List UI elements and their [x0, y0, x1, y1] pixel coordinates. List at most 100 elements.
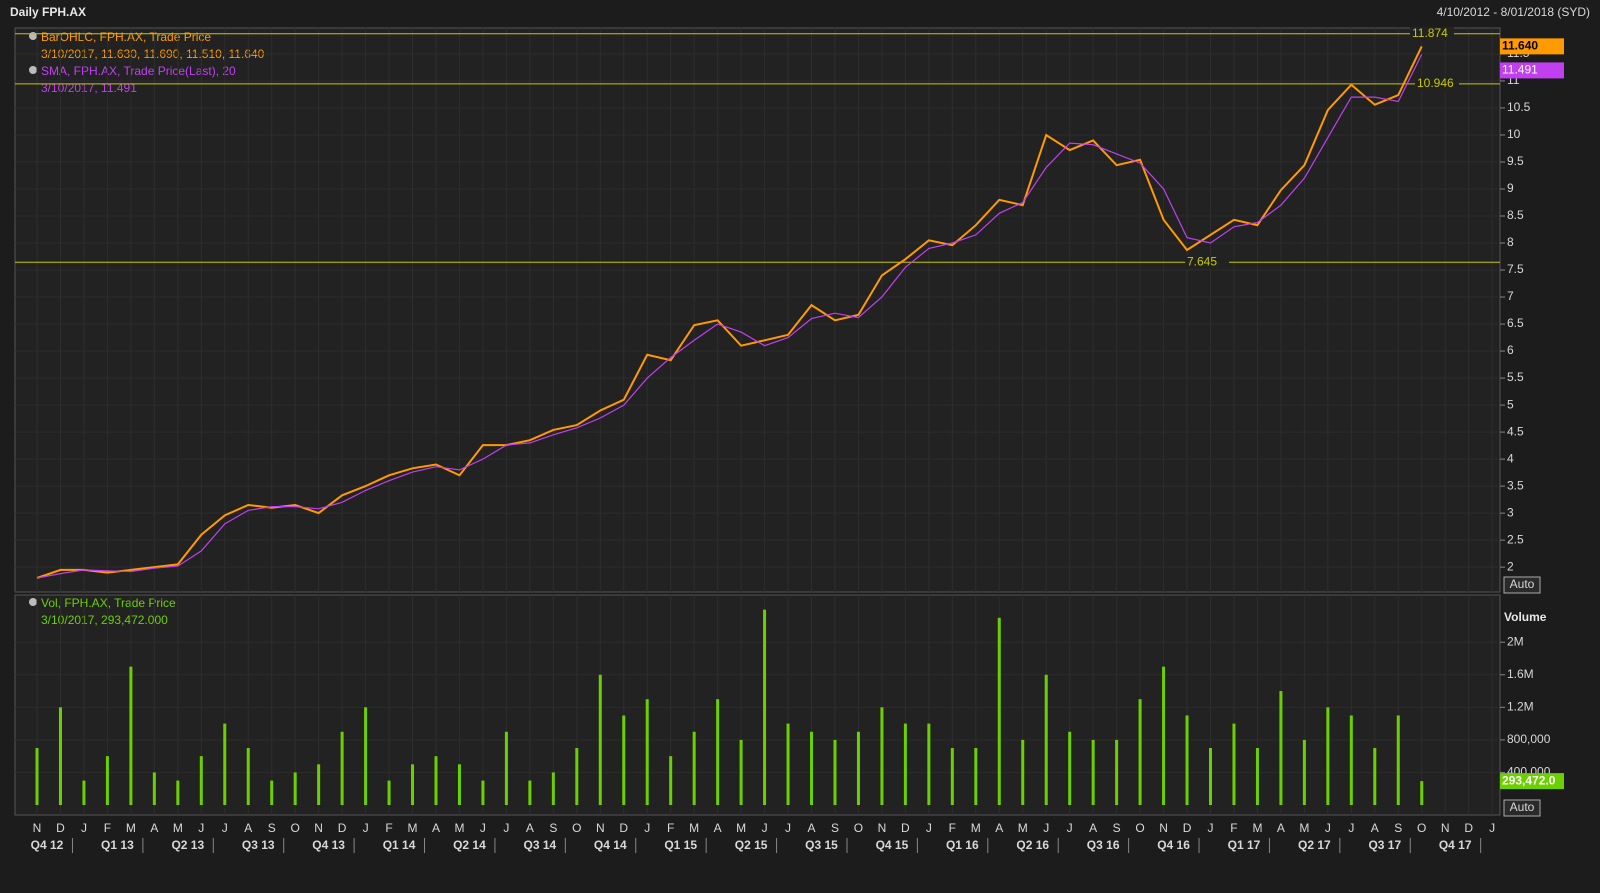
volume-bar	[1420, 781, 1424, 805]
x-tick-label: N	[878, 821, 887, 835]
y-tick-label: 3	[1507, 505, 1514, 519]
legend-entry: Vol, FPH.AX, Trade Price	[41, 596, 176, 610]
chart-title: Daily FPH.AX	[10, 5, 86, 19]
x-tick-label: D	[56, 821, 65, 835]
volume-bar	[340, 731, 344, 805]
x-tick-label: M	[1299, 821, 1309, 835]
scale-button-label[interactable]: Auto	[1510, 577, 1535, 591]
x-tick-label: J	[222, 821, 228, 835]
y-tick-label: 9.5	[1507, 154, 1524, 168]
volume-bar	[810, 731, 814, 805]
volume-bar	[105, 756, 109, 805]
quarter-label: Q3 15	[805, 838, 838, 852]
x-tick-label: J	[480, 821, 486, 835]
reference-label-bg	[1185, 255, 1229, 270]
x-tick-label: J	[198, 821, 204, 835]
x-tick-label: A	[526, 821, 534, 835]
quarter-label: Q3 13	[242, 838, 275, 852]
volume-bar	[1185, 715, 1189, 805]
y-tick-label: 2M	[1507, 634, 1524, 648]
price-panel	[14, 27, 1501, 593]
legend-icon	[29, 598, 37, 606]
volume-bar	[1255, 748, 1259, 805]
price-line	[36, 54, 1423, 579]
x-tick-label: M	[454, 821, 464, 835]
volume-bar	[880, 707, 884, 805]
scale-button[interactable]	[1503, 799, 1541, 817]
volume-bar	[1232, 723, 1236, 805]
volume-bar	[129, 666, 133, 805]
x-tick-label: S	[268, 821, 276, 835]
quarter-label: Q2 16	[1016, 838, 1049, 852]
y-tick-label: 1.6M	[1507, 667, 1534, 681]
value-badge-label: 11.640	[1502, 39, 1538, 53]
x-tick-label: J	[1043, 821, 1049, 835]
volume-bar	[504, 731, 508, 805]
legend-info: 3/10/2017, 293,472.000	[41, 613, 168, 627]
volume-bar	[716, 699, 720, 805]
y-tick-label: 3.5	[1507, 478, 1524, 492]
x-tick-label: S	[831, 821, 839, 835]
x-tick-label: J	[363, 821, 369, 835]
volume-bar	[833, 739, 837, 805]
x-tick-label: M	[126, 821, 136, 835]
x-tick-label: F	[1230, 821, 1237, 835]
quarter-label: Q2 14	[453, 838, 486, 852]
x-tick-label: J	[926, 821, 932, 835]
quarter-label: Q3 14	[524, 838, 557, 852]
x-tick-label: N	[314, 821, 323, 835]
y-tick-label: 5.5	[1507, 370, 1524, 384]
quarter-label: Q4 14	[594, 838, 627, 852]
volume-bar	[598, 674, 602, 805]
x-tick-label: F	[385, 821, 392, 835]
volume-bar	[763, 609, 767, 805]
volume-bar	[1162, 666, 1166, 805]
y-tick-label: 6.5	[1507, 316, 1524, 330]
x-tick-label: D	[1464, 821, 1473, 835]
x-tick-label: N	[1159, 821, 1168, 835]
volume-bar	[270, 780, 274, 805]
scale-button[interactable]	[1503, 576, 1541, 594]
quarter-label: Q4 17	[1439, 838, 1472, 852]
volume-bar	[246, 748, 250, 805]
x-tick-label: S	[1394, 821, 1402, 835]
volume-bar	[1373, 748, 1377, 805]
x-tick-label: N	[33, 821, 42, 835]
volume-bar	[1396, 715, 1400, 805]
scale-button-label[interactable]: Auto	[1510, 800, 1535, 814]
legend-icon	[29, 32, 37, 40]
volume-bar	[411, 764, 415, 805]
x-tick-label: M	[736, 821, 746, 835]
volume-bar	[927, 723, 931, 805]
x-tick-label: J	[503, 821, 509, 835]
x-tick-label: A	[995, 821, 1003, 835]
y-tick-label: 10.5	[1507, 100, 1531, 114]
volume-bar	[364, 707, 368, 805]
volume-bar	[997, 617, 1001, 805]
date-range: 4/10/2012 - 8/01/2018 (SYD)	[1437, 5, 1590, 19]
x-tick-label: A	[1371, 821, 1379, 835]
volume-bar	[176, 780, 180, 805]
volume-bar	[1021, 739, 1025, 805]
y-tick-label: 1.2M	[1507, 699, 1534, 713]
x-tick-label: D	[901, 821, 910, 835]
legend-info: 3/10/2017, 11.491	[41, 81, 137, 95]
volume-bar	[1209, 748, 1212, 805]
x-tick-label: O	[854, 821, 863, 835]
x-tick-label: D	[619, 821, 628, 835]
quarter-label: Q4 15	[876, 838, 909, 852]
volume-bar	[58, 707, 62, 805]
volume-bar	[950, 748, 954, 805]
volume-bar	[152, 772, 156, 805]
x-tick-label: J	[644, 821, 650, 835]
volume-bar	[1326, 707, 1330, 805]
x-tick-label: J	[1208, 821, 1214, 835]
y-tick-label: 800,000	[1507, 732, 1551, 746]
quarter-label: Q3 16	[1087, 838, 1120, 852]
quarter-label: Q2 15	[735, 838, 768, 852]
quarter-label: Q2 13	[171, 838, 204, 852]
x-tick-label: D	[338, 821, 347, 835]
x-tick-label: N	[596, 821, 605, 835]
